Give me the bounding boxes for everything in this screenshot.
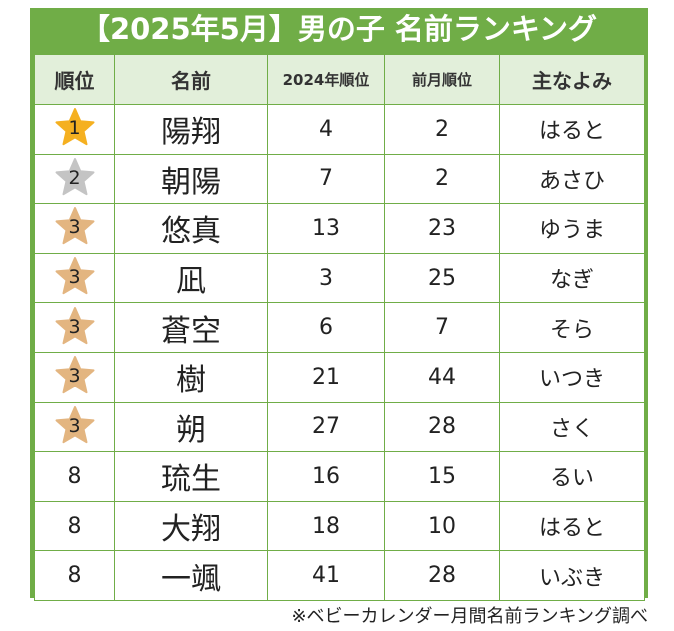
table-row: 3 樹 21 44 いつき (34, 351, 645, 403)
rank-2024-cell: 18 (267, 500, 385, 552)
rank-number: 2 (68, 166, 81, 189)
header-row: 順位 名前 2024年順位 前月順位 主なよみ (34, 54, 645, 105)
silver-star-icon: 2 (54, 157, 96, 197)
rank-number: 3 (68, 266, 81, 289)
prev-month-cell: 10 (384, 500, 500, 552)
source-note: ※ベビーカレンダー月間名前ランキング調べ (291, 606, 648, 627)
bronze-star-icon: 3 (54, 256, 96, 296)
reading-cell: ゆうま (499, 203, 645, 254)
rank-number: 3 (68, 315, 81, 338)
table-row: 1 陽翔 4 2 はると (34, 104, 645, 155)
prev-month-cell: 25 (384, 252, 500, 304)
rank-2024-cell: 41 (267, 550, 385, 601)
rank-cell: 8 (34, 451, 115, 502)
table-row: 3 悠真 13 23 ゆうま (34, 203, 645, 254)
name-cell: 陽翔 (114, 104, 268, 155)
table-row: 8 大翔 18 10 はると (34, 500, 645, 552)
name-cell: 琉生 (114, 451, 268, 502)
reading-cell: あさひ (499, 153, 645, 205)
rank-cell: 3 (34, 351, 115, 403)
prev-month-cell: 28 (384, 401, 500, 453)
table-row: 3 蒼空 6 7 そら (34, 302, 645, 353)
ranking-table: 順位 名前 2024年順位 前月順位 主なよみ 1 陽翔 4 2 はると 2 朝陽 7 2 あさひ… (34, 54, 645, 601)
rank-2024-cell: 3 (267, 252, 385, 304)
rank-2024-cell: 27 (267, 401, 385, 453)
rank-cell: 2 (34, 153, 115, 205)
rank-cell: 8 (34, 500, 115, 552)
prev-month-cell: 28 (384, 550, 500, 601)
rank-number: 1 (68, 117, 81, 140)
header-name: 名前 (114, 54, 268, 105)
table-row: 3 凪 3 25 なぎ (34, 252, 645, 304)
header-rank: 順位 (34, 54, 115, 105)
bronze-star-icon: 3 (54, 355, 96, 395)
table-row: 2 朝陽 7 2 あさひ (34, 153, 645, 205)
name-cell: 凪 (114, 252, 268, 304)
rank-cell: 3 (34, 302, 115, 353)
rank-2024-cell: 21 (267, 351, 385, 403)
name-cell: 朔 (114, 401, 268, 453)
page-title: 【2025年5月】男の子 名前ランキング (80, 12, 598, 46)
name-cell: 悠真 (114, 203, 268, 254)
rank-cell: 8 (34, 550, 115, 601)
table-row: 8 一颯 41 28 いぶき (34, 550, 645, 601)
reading-cell: はると (499, 500, 645, 552)
header-reading: 主なよみ (499, 54, 645, 105)
prev-month-cell: 23 (384, 203, 500, 254)
rank-2024-cell: 16 (267, 451, 385, 502)
rank-cell: 3 (34, 252, 115, 304)
reading-cell: いつき (499, 351, 645, 403)
rank-2024-cell: 4 (267, 104, 385, 155)
rank-number: 3 (68, 365, 81, 388)
gold-star-icon: 1 (54, 107, 96, 147)
rank-2024-cell: 13 (267, 203, 385, 254)
table-row: 8 琉生 16 15 るい (34, 451, 645, 502)
rank-2024-cell: 7 (267, 153, 385, 205)
prev-month-cell: 44 (384, 351, 500, 403)
prev-month-cell: 7 (384, 302, 500, 353)
reading-cell: はると (499, 104, 645, 155)
name-cell: 蒼空 (114, 302, 268, 353)
prev-month-cell: 15 (384, 451, 500, 502)
bronze-star-icon: 3 (54, 206, 96, 246)
rank-cell: 3 (34, 401, 115, 453)
header-prev-month: 前月順位 (384, 54, 500, 105)
name-cell: 朝陽 (114, 153, 268, 205)
name-cell: 一颯 (114, 550, 268, 601)
rank-cell: 3 (34, 203, 115, 254)
name-cell: 樹 (114, 351, 268, 403)
bronze-star-icon: 3 (54, 405, 96, 445)
bronze-star-icon: 3 (54, 306, 96, 346)
rank-cell: 1 (34, 104, 115, 155)
prev-month-cell: 2 (384, 153, 500, 205)
reading-cell: さく (499, 401, 645, 453)
rank-2024-cell: 6 (267, 302, 385, 353)
rank-number: 8 (67, 513, 82, 539)
name-cell: 大翔 (114, 500, 268, 552)
reading-cell: そら (499, 302, 645, 353)
reading-cell: いぶき (499, 550, 645, 601)
rank-number: 8 (67, 463, 82, 489)
prev-month-cell: 2 (384, 104, 500, 155)
table-row: 3 朔 27 28 さく (34, 401, 645, 453)
header-rank-2024: 2024年順位 (267, 54, 385, 105)
rank-number: 3 (68, 414, 81, 437)
ranking-frame: 【2025年5月】男の子 名前ランキング 順位 名前 2024年順位 前月順位 … (30, 8, 648, 601)
rank-number: 8 (67, 563, 82, 589)
reading-cell: るい (499, 451, 645, 502)
rank-number: 3 (68, 216, 81, 239)
reading-cell: なぎ (499, 252, 645, 304)
